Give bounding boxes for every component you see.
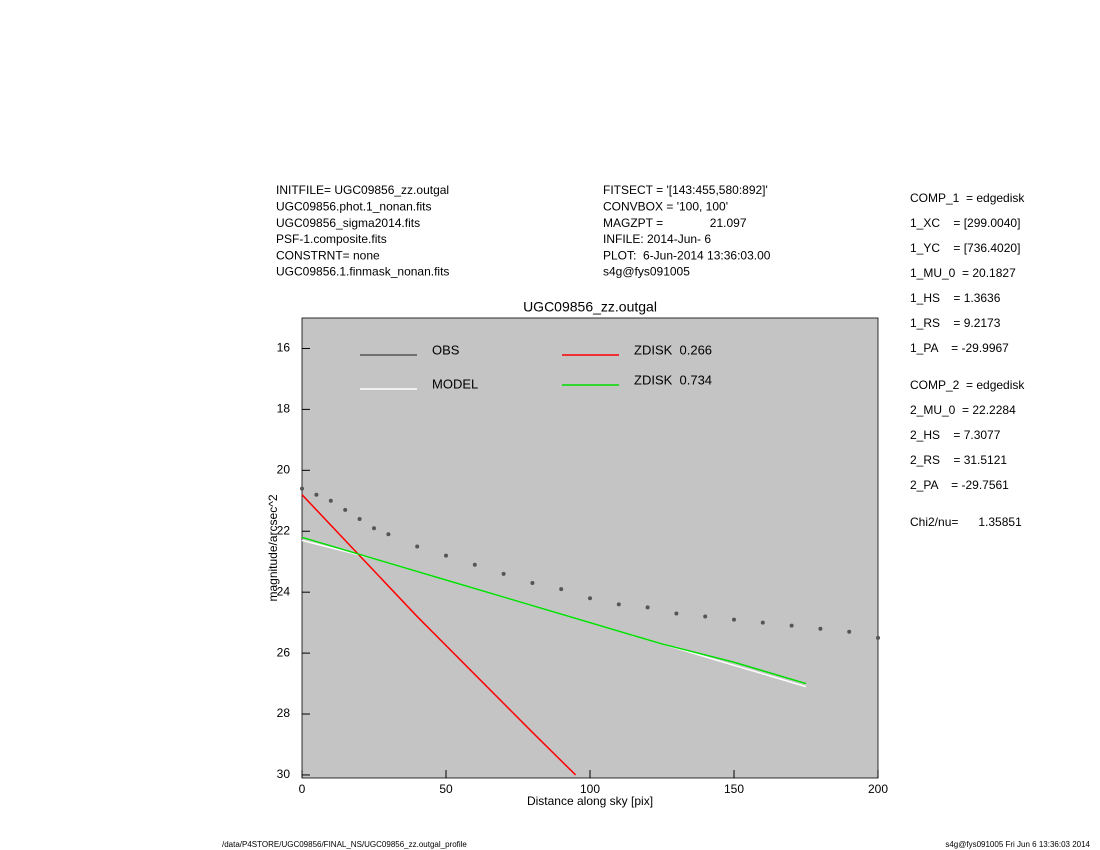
data-point bbox=[328, 498, 333, 503]
x-tick-label: 0 bbox=[299, 782, 306, 796]
param-line: 1_YC = [736.4020] bbox=[910, 241, 1020, 255]
data-point bbox=[472, 562, 477, 567]
data-point bbox=[703, 614, 708, 619]
y-tick-label: 30 bbox=[277, 767, 291, 781]
data-point bbox=[415, 544, 420, 549]
x-tick-label: 100 bbox=[580, 782, 600, 796]
legend-label: ZDISK 0.266 bbox=[634, 342, 712, 357]
data-point bbox=[789, 623, 794, 628]
header-line: FITSECT = '[143:455,580:892]' bbox=[603, 183, 768, 197]
x-tick-label: 150 bbox=[724, 782, 744, 796]
data-point bbox=[559, 587, 564, 592]
data-point bbox=[357, 517, 362, 522]
y-tick-label: 20 bbox=[277, 462, 291, 476]
data-point bbox=[645, 605, 650, 610]
data-point bbox=[616, 602, 621, 607]
param-line: 2_RS = 31.5121 bbox=[910, 453, 1007, 467]
data-point bbox=[674, 611, 679, 616]
param-line: 2_PA = -29.7561 bbox=[910, 478, 1009, 492]
data-point bbox=[588, 596, 592, 601]
legend-label: ZDISK 0.734 bbox=[634, 372, 712, 387]
param-line: 1_RS = 9.2173 bbox=[910, 316, 1001, 330]
header-line: CONSTRNT= none bbox=[276, 248, 380, 262]
param-line: Chi2/nu= 1.35851 bbox=[910, 515, 1022, 529]
header-line: PLOT: 6-Jun-2014 13:36:03.00 bbox=[603, 248, 771, 262]
header-line: INFILE: 2014-Jun- 6 bbox=[603, 232, 711, 246]
header-line: UGC09856.1.finmask_nonan.fits bbox=[276, 265, 449, 279]
data-point bbox=[818, 626, 823, 631]
plot-area bbox=[301, 317, 879, 779]
header-line: MAGZPT = 21.097 bbox=[603, 216, 747, 230]
data-point bbox=[300, 486, 304, 491]
footer-left: /data/P4STORE/UGC09856/FINAL_NS/UGC09856… bbox=[222, 840, 467, 849]
data-point bbox=[760, 620, 765, 625]
data-point bbox=[343, 507, 348, 512]
param-line: 2_HS = 7.3077 bbox=[910, 428, 1001, 442]
param-line: 2_MU_0 = 22.2284 bbox=[910, 403, 1016, 417]
y-tick-label: 28 bbox=[277, 706, 291, 720]
param-line: 1_PA = -29.9967 bbox=[910, 341, 1009, 355]
footer-right: s4g@fys091005 Fri Jun 6 13:36:03 2014 bbox=[945, 840, 1090, 849]
header-line: INITFILE= UGC09856_zz.outgal bbox=[276, 183, 449, 197]
header-line: UGC09856_sigma2014.fits bbox=[276, 216, 420, 230]
data-line bbox=[301, 494, 577, 776]
data-point bbox=[530, 581, 535, 586]
data-point bbox=[314, 492, 319, 497]
data-point bbox=[732, 617, 736, 622]
param-line: COMP_2 = edgedisk bbox=[910, 378, 1025, 392]
header-line: UGC09856.phot.1_nonan.fits bbox=[276, 199, 431, 213]
param-line: 1_HS = 1.3636 bbox=[910, 291, 1001, 305]
data-point bbox=[444, 553, 448, 558]
header-line: PSF-1.composite.fits bbox=[276, 232, 387, 246]
data-point bbox=[847, 629, 852, 634]
data-point bbox=[876, 635, 880, 640]
data-line bbox=[301, 536, 807, 685]
x-tick-label: 200 bbox=[868, 782, 888, 796]
param-line: 1_XC = [299.0040] bbox=[910, 216, 1020, 230]
data-point bbox=[501, 571, 506, 576]
legend-label: OBS bbox=[432, 342, 460, 357]
y-tick-label: 24 bbox=[277, 584, 291, 598]
y-tick-label: 22 bbox=[277, 523, 291, 537]
param-line: 1_MU_0 = 20.1827 bbox=[910, 266, 1016, 280]
data-point bbox=[372, 526, 376, 531]
y-tick-label: 16 bbox=[277, 341, 291, 355]
header-line: CONVBOX = '100, 100' bbox=[603, 199, 728, 213]
legend-label: MODEL bbox=[432, 376, 478, 391]
data-point bbox=[386, 532, 391, 537]
header-line: s4g@fys091005 bbox=[603, 265, 690, 279]
x-tick-label: 50 bbox=[439, 782, 453, 796]
y-tick-label: 18 bbox=[277, 402, 291, 416]
y-tick-label: 26 bbox=[277, 645, 291, 659]
chart-title: UGC09856_zz.outgal bbox=[523, 299, 657, 315]
y-axis-label: magnitude/arcsec^2 bbox=[266, 494, 280, 601]
param-line: COMP_1 = edgedisk bbox=[910, 191, 1025, 205]
x-axis-label: Distance along sky [pix] bbox=[527, 794, 653, 808]
